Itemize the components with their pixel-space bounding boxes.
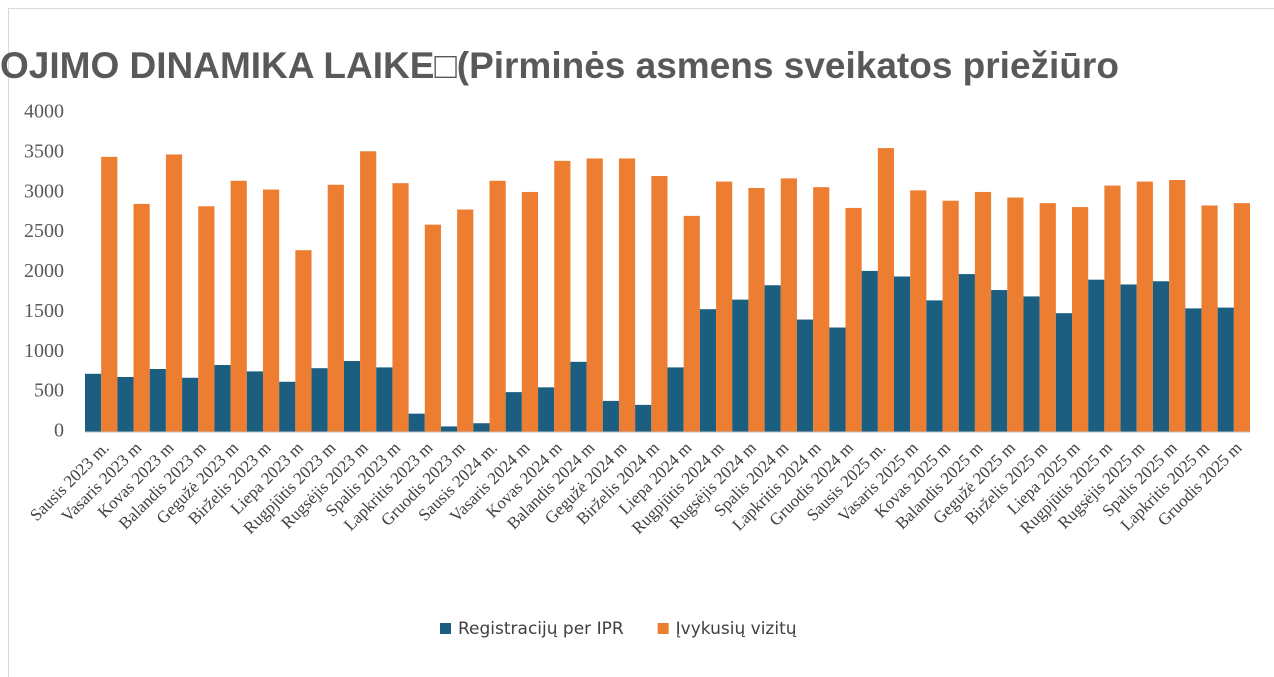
bar <box>1136 181 1153 432</box>
bar <box>667 367 684 432</box>
bar <box>554 160 571 432</box>
bar <box>505 392 522 432</box>
bar <box>602 400 619 432</box>
bar <box>101 156 118 433</box>
bar <box>683 215 700 432</box>
bar <box>764 285 781 432</box>
bar <box>1104 185 1121 432</box>
bar <box>958 274 975 432</box>
bar <box>1023 296 1040 432</box>
bar <box>1233 203 1250 432</box>
bar <box>570 361 587 432</box>
bar <box>1201 205 1218 432</box>
bar <box>262 189 280 432</box>
bar <box>149 368 166 432</box>
bar <box>732 299 749 432</box>
bar <box>214 365 231 432</box>
y-tick-label: 2500 <box>24 220 64 242</box>
bar <box>327 184 344 432</box>
bar <box>246 371 263 432</box>
y-tick-label: 3500 <box>24 140 64 162</box>
bar <box>360 151 377 432</box>
bar <box>457 209 474 432</box>
y-tick-label: 1500 <box>24 300 64 322</box>
bar <box>489 180 506 432</box>
bar <box>651 176 668 432</box>
bar <box>440 426 458 432</box>
bar <box>182 377 199 432</box>
bar <box>521 191 539 432</box>
bar <box>279 381 296 432</box>
legend-swatch <box>440 623 451 634</box>
bar <box>991 290 1008 432</box>
chart-title: OJIMO DINAMIKA LAIKE□(Pirminės asmens sv… <box>0 45 1119 86</box>
bar <box>392 183 409 432</box>
bar <box>295 250 312 432</box>
bar <box>796 319 814 432</box>
bar <box>942 200 959 432</box>
bar <box>85 373 102 432</box>
bar <box>165 154 183 432</box>
chart-frame <box>8 8 1274 677</box>
bar <box>1007 197 1024 432</box>
bar <box>230 180 247 432</box>
bar <box>117 376 134 432</box>
bar <box>408 413 425 432</box>
y-tick-label: 0 <box>54 420 64 442</box>
bar <box>813 187 830 432</box>
bar <box>780 178 797 432</box>
bar <box>845 207 862 432</box>
bar <box>1169 179 1186 432</box>
bar <box>635 404 652 432</box>
bar <box>343 361 361 432</box>
bar <box>1039 203 1056 432</box>
bar <box>1152 281 1170 432</box>
y-tick-label: 500 <box>34 380 64 402</box>
bar <box>699 309 717 432</box>
bar <box>894 276 911 432</box>
y-tick-label: 3000 <box>24 180 64 202</box>
bar <box>716 181 733 432</box>
legend-swatch <box>657 623 669 634</box>
bar <box>376 367 393 432</box>
bar <box>1217 307 1234 432</box>
bar <box>829 327 846 432</box>
legend-label: Registracijų per IPR <box>458 619 624 639</box>
bar <box>473 423 490 432</box>
bar <box>877 148 895 432</box>
bar <box>748 187 765 432</box>
legend-label: Įvykusių vizitų <box>676 619 797 639</box>
bar <box>861 270 878 432</box>
bar <box>586 158 603 432</box>
y-tick-label: 1000 <box>24 340 64 362</box>
bar <box>974 191 992 432</box>
bar <box>133 203 150 432</box>
bar <box>1185 308 1202 432</box>
bar <box>1072 207 1089 432</box>
y-tick-label: 4000 <box>24 101 64 123</box>
bar <box>424 224 441 432</box>
bar <box>1055 313 1073 432</box>
bar <box>538 387 555 432</box>
bar <box>311 368 328 432</box>
bar <box>926 300 943 432</box>
y-tick-label: 2000 <box>24 260 64 282</box>
bar <box>198 206 215 432</box>
bar <box>910 190 927 432</box>
bar <box>618 158 636 432</box>
bar <box>1120 284 1137 432</box>
bar <box>1088 279 1105 432</box>
